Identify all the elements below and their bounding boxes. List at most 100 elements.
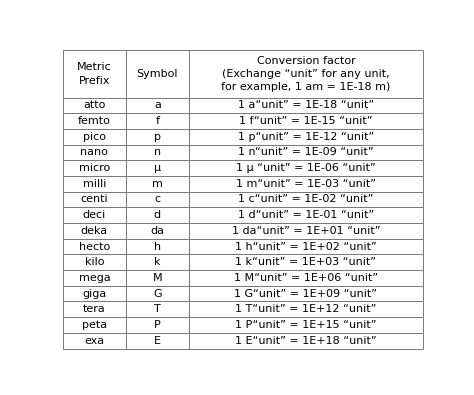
Text: a: a: [154, 100, 161, 110]
Bar: [126, 223, 189, 239]
Text: 1 a“unit” = 1E-18 “unit”: 1 a“unit” = 1E-18 “unit”: [238, 100, 374, 110]
Text: nano: nano: [81, 147, 109, 158]
Text: h: h: [154, 241, 161, 252]
Bar: [63, 317, 126, 333]
Text: m: m: [152, 179, 163, 189]
Text: f: f: [155, 116, 159, 126]
Text: milli: milli: [83, 179, 106, 189]
Text: 1 P“unit” = 1E+15 “unit”: 1 P“unit” = 1E+15 “unit”: [235, 320, 377, 330]
Bar: [189, 129, 423, 145]
Text: d: d: [154, 210, 161, 220]
Text: mega: mega: [79, 273, 110, 283]
Bar: [126, 176, 189, 192]
Text: 1 m“unit” = 1E-03 “unit”: 1 m“unit” = 1E-03 “unit”: [236, 179, 376, 189]
Bar: [189, 270, 423, 286]
Text: G: G: [153, 289, 162, 299]
Bar: [126, 192, 189, 207]
Bar: [189, 176, 423, 192]
Text: exa: exa: [84, 336, 104, 346]
Bar: [63, 333, 126, 348]
Bar: [63, 176, 126, 192]
Text: Conversion factor
(Exchange “unit” for any unit,
for example, 1 am = 1E-18 m): Conversion factor (Exchange “unit” for a…: [221, 56, 391, 92]
Bar: [63, 286, 126, 301]
Text: 1 d“unit” = 1E-01 “unit”: 1 d“unit” = 1E-01 “unit”: [238, 210, 374, 220]
Bar: [63, 192, 126, 207]
Text: p: p: [154, 132, 161, 142]
Bar: [63, 223, 126, 239]
Bar: [189, 317, 423, 333]
Bar: [189, 301, 423, 317]
Text: femto: femto: [78, 116, 111, 126]
Text: hecto: hecto: [79, 241, 110, 252]
Bar: [189, 98, 423, 113]
Bar: [63, 254, 126, 270]
Text: 1 E“unit” = 1E+18 “unit”: 1 E“unit” = 1E+18 “unit”: [235, 336, 377, 346]
Text: T: T: [154, 304, 161, 314]
Text: 1 μ “unit” = 1E-06 “unit”: 1 μ “unit” = 1E-06 “unit”: [236, 163, 376, 173]
Bar: [63, 113, 126, 129]
Bar: [63, 160, 126, 176]
Bar: [126, 254, 189, 270]
Text: 1 h“unit” = 1E+02 “unit”: 1 h“unit” = 1E+02 “unit”: [235, 241, 377, 252]
Text: centi: centi: [81, 194, 108, 205]
Bar: [126, 145, 189, 160]
Bar: [63, 51, 126, 98]
Bar: [189, 254, 423, 270]
Bar: [63, 129, 126, 145]
Text: 1 p“unit” = 1E-12 “unit”: 1 p“unit” = 1E-12 “unit”: [238, 132, 374, 142]
Text: k: k: [154, 257, 161, 267]
Text: 1 n“unit” = 1E-09 “unit”: 1 n“unit” = 1E-09 “unit”: [238, 147, 374, 158]
Text: 1 c“unit” = 1E-02 “unit”: 1 c“unit” = 1E-02 “unit”: [238, 194, 374, 205]
Bar: [63, 207, 126, 223]
Text: μ: μ: [154, 163, 161, 173]
Bar: [126, 51, 189, 98]
Text: giga: giga: [82, 289, 107, 299]
Bar: [63, 145, 126, 160]
Text: 1 f“unit” = 1E-15 “unit”: 1 f“unit” = 1E-15 “unit”: [239, 116, 373, 126]
Text: deka: deka: [81, 226, 108, 236]
Text: kilo: kilo: [85, 257, 104, 267]
Bar: [126, 333, 189, 348]
Bar: [63, 270, 126, 286]
Text: 1 G“unit” = 1E+09 “unit”: 1 G“unit” = 1E+09 “unit”: [235, 289, 377, 299]
Bar: [126, 239, 189, 254]
Text: tera: tera: [83, 304, 106, 314]
Bar: [189, 223, 423, 239]
Bar: [126, 270, 189, 286]
Text: peta: peta: [82, 320, 107, 330]
Text: 1 da“unit” = 1E+01 “unit”: 1 da“unit” = 1E+01 “unit”: [232, 226, 380, 236]
Text: 1 M“unit” = 1E+06 “unit”: 1 M“unit” = 1E+06 “unit”: [234, 273, 378, 283]
Bar: [189, 51, 423, 98]
Bar: [126, 129, 189, 145]
Bar: [126, 113, 189, 129]
Bar: [189, 145, 423, 160]
Text: 1 k“unit” = 1E+03 “unit”: 1 k“unit” = 1E+03 “unit”: [236, 257, 376, 267]
Bar: [189, 113, 423, 129]
Bar: [126, 207, 189, 223]
Text: pico: pico: [83, 132, 106, 142]
Text: c: c: [155, 194, 161, 205]
Text: atto: atto: [83, 100, 106, 110]
Bar: [63, 301, 126, 317]
Bar: [189, 286, 423, 301]
Bar: [126, 301, 189, 317]
Text: Metric
Prefix: Metric Prefix: [77, 62, 112, 86]
Text: M: M: [153, 273, 162, 283]
Text: 1 T“unit” = 1E+12 “unit”: 1 T“unit” = 1E+12 “unit”: [235, 304, 377, 314]
Text: deci: deci: [83, 210, 106, 220]
Bar: [126, 98, 189, 113]
Bar: [63, 98, 126, 113]
Bar: [189, 207, 423, 223]
Bar: [189, 333, 423, 348]
Text: da: da: [150, 226, 164, 236]
Bar: [189, 160, 423, 176]
Bar: [126, 286, 189, 301]
Bar: [63, 239, 126, 254]
Text: n: n: [154, 147, 161, 158]
Text: Symbol: Symbol: [137, 69, 178, 79]
Text: P: P: [154, 320, 161, 330]
Bar: [189, 192, 423, 207]
Bar: [126, 160, 189, 176]
Text: micro: micro: [79, 163, 110, 173]
Bar: [126, 317, 189, 333]
